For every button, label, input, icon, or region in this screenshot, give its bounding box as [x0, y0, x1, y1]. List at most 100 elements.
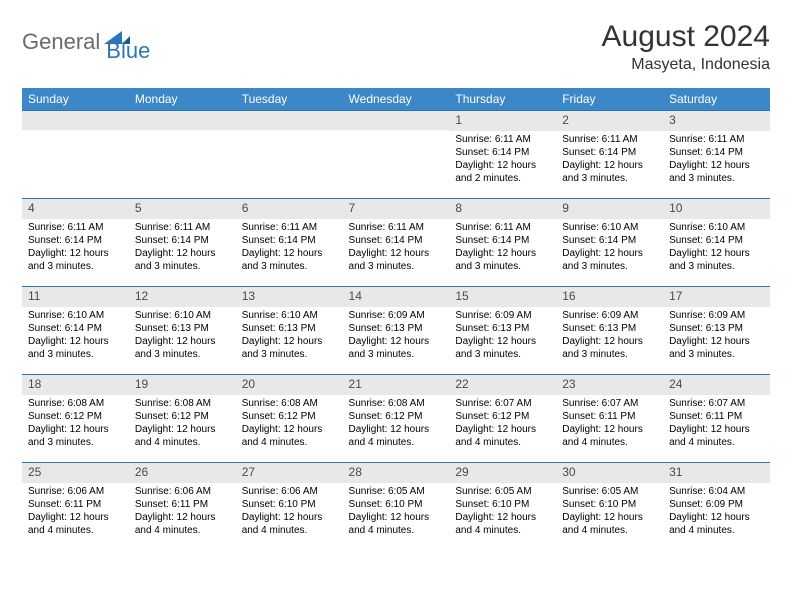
sunrise-text: Sunrise: 6:08 AM	[242, 397, 337, 410]
day-number: 6	[236, 199, 343, 219]
title-block: August 2024 Masyeta, Indonesia	[602, 20, 770, 74]
daylight-text: Daylight: 12 hours and 3 minutes.	[669, 335, 764, 361]
sunset-text: Sunset: 6:10 PM	[242, 498, 337, 511]
sunset-text: Sunset: 6:14 PM	[562, 234, 657, 247]
day-body: Sunrise: 6:10 AMSunset: 6:13 PMDaylight:…	[129, 307, 236, 365]
daylight-text: Daylight: 12 hours and 3 minutes.	[135, 335, 230, 361]
daylight-text: Daylight: 12 hours and 3 minutes.	[242, 247, 337, 273]
day-body: Sunrise: 6:07 AMSunset: 6:11 PMDaylight:…	[556, 395, 663, 453]
calendar-day-cell: 5Sunrise: 6:11 AMSunset: 6:14 PMDaylight…	[129, 199, 236, 287]
calendar-week-row: 18Sunrise: 6:08 AMSunset: 6:12 PMDayligh…	[22, 375, 770, 463]
sunrise-text: Sunrise: 6:09 AM	[562, 309, 657, 322]
calendar-day-cell: 31Sunrise: 6:04 AMSunset: 6:09 PMDayligh…	[663, 463, 770, 551]
daylight-text: Daylight: 12 hours and 3 minutes.	[242, 335, 337, 361]
sunset-text: Sunset: 6:14 PM	[562, 146, 657, 159]
daylight-text: Daylight: 12 hours and 4 minutes.	[562, 423, 657, 449]
sunrise-text: Sunrise: 6:11 AM	[455, 221, 550, 234]
day-body: Sunrise: 6:05 AMSunset: 6:10 PMDaylight:…	[449, 483, 556, 541]
daylight-text: Daylight: 12 hours and 4 minutes.	[242, 423, 337, 449]
sunset-text: Sunset: 6:14 PM	[28, 234, 123, 247]
day-number: 10	[663, 199, 770, 219]
sunrise-text: Sunrise: 6:07 AM	[455, 397, 550, 410]
day-body: Sunrise: 6:07 AMSunset: 6:11 PMDaylight:…	[663, 395, 770, 453]
sunrise-text: Sunrise: 6:07 AM	[562, 397, 657, 410]
calendar-day-cell: 14Sunrise: 6:09 AMSunset: 6:13 PMDayligh…	[343, 287, 450, 375]
day-number: 13	[236, 287, 343, 307]
calendar-day-cell: 11Sunrise: 6:10 AMSunset: 6:14 PMDayligh…	[22, 287, 129, 375]
sunset-text: Sunset: 6:14 PM	[669, 234, 764, 247]
daylight-text: Daylight: 12 hours and 4 minutes.	[349, 511, 444, 537]
day-body: Sunrise: 6:11 AMSunset: 6:14 PMDaylight:…	[22, 219, 129, 277]
daylight-text: Daylight: 12 hours and 3 minutes.	[562, 159, 657, 185]
calendar-day-cell: 10Sunrise: 6:10 AMSunset: 6:14 PMDayligh…	[663, 199, 770, 287]
sunrise-text: Sunrise: 6:10 AM	[28, 309, 123, 322]
day-number: 12	[129, 287, 236, 307]
calendar-day-cell: 9Sunrise: 6:10 AMSunset: 6:14 PMDaylight…	[556, 199, 663, 287]
calendar-day-cell: 13Sunrise: 6:10 AMSunset: 6:13 PMDayligh…	[236, 287, 343, 375]
day-number: 15	[449, 287, 556, 307]
day-body: Sunrise: 6:09 AMSunset: 6:13 PMDaylight:…	[663, 307, 770, 365]
sunrise-text: Sunrise: 6:11 AM	[349, 221, 444, 234]
sunset-text: Sunset: 6:14 PM	[455, 146, 550, 159]
sunset-text: Sunset: 6:12 PM	[349, 410, 444, 423]
day-body: Sunrise: 6:06 AMSunset: 6:11 PMDaylight:…	[22, 483, 129, 541]
sunset-text: Sunset: 6:13 PM	[455, 322, 550, 335]
day-number: 14	[343, 287, 450, 307]
calendar-week-row: 11Sunrise: 6:10 AMSunset: 6:14 PMDayligh…	[22, 287, 770, 375]
calendar-day-cell	[129, 111, 236, 199]
daylight-text: Daylight: 12 hours and 3 minutes.	[562, 247, 657, 273]
calendar-day-cell: 19Sunrise: 6:08 AMSunset: 6:12 PMDayligh…	[129, 375, 236, 463]
daylight-text: Daylight: 12 hours and 3 minutes.	[349, 335, 444, 361]
calendar-day-cell: 3Sunrise: 6:11 AMSunset: 6:14 PMDaylight…	[663, 111, 770, 199]
sunrise-text: Sunrise: 6:05 AM	[349, 485, 444, 498]
sunset-text: Sunset: 6:12 PM	[242, 410, 337, 423]
calendar-day-cell	[236, 111, 343, 199]
sunrise-text: Sunrise: 6:11 AM	[28, 221, 123, 234]
day-body: Sunrise: 6:09 AMSunset: 6:13 PMDaylight:…	[343, 307, 450, 365]
calendar-day-cell: 6Sunrise: 6:11 AMSunset: 6:14 PMDaylight…	[236, 199, 343, 287]
sunset-text: Sunset: 6:14 PM	[455, 234, 550, 247]
day-body: Sunrise: 6:11 AMSunset: 6:14 PMDaylight:…	[129, 219, 236, 277]
day-number: 18	[22, 375, 129, 395]
sunrise-text: Sunrise: 6:09 AM	[455, 309, 550, 322]
weekday-header: Saturday	[663, 88, 770, 111]
daylight-text: Daylight: 12 hours and 4 minutes.	[562, 511, 657, 537]
sunrise-text: Sunrise: 6:08 AM	[28, 397, 123, 410]
day-body: Sunrise: 6:11 AMSunset: 6:14 PMDaylight:…	[236, 219, 343, 277]
day-body: Sunrise: 6:11 AMSunset: 6:14 PMDaylight:…	[449, 131, 556, 189]
weekday-header: Tuesday	[236, 88, 343, 111]
logo-text-general: General	[22, 29, 100, 55]
sunrise-text: Sunrise: 6:11 AM	[562, 133, 657, 146]
day-number: 28	[343, 463, 450, 483]
logo: General Blue	[22, 20, 150, 64]
daylight-text: Daylight: 12 hours and 3 minutes.	[349, 247, 444, 273]
sunset-text: Sunset: 6:10 PM	[562, 498, 657, 511]
day-body: Sunrise: 6:09 AMSunset: 6:13 PMDaylight:…	[449, 307, 556, 365]
sunrise-text: Sunrise: 6:09 AM	[349, 309, 444, 322]
calendar-day-cell: 20Sunrise: 6:08 AMSunset: 6:12 PMDayligh…	[236, 375, 343, 463]
sunrise-text: Sunrise: 6:09 AM	[669, 309, 764, 322]
daylight-text: Daylight: 12 hours and 3 minutes.	[455, 247, 550, 273]
calendar-day-cell: 22Sunrise: 6:07 AMSunset: 6:12 PMDayligh…	[449, 375, 556, 463]
sunset-text: Sunset: 6:12 PM	[135, 410, 230, 423]
calendar-day-cell: 23Sunrise: 6:07 AMSunset: 6:11 PMDayligh…	[556, 375, 663, 463]
day-body: Sunrise: 6:04 AMSunset: 6:09 PMDaylight:…	[663, 483, 770, 541]
calendar-week-row: 4Sunrise: 6:11 AMSunset: 6:14 PMDaylight…	[22, 199, 770, 287]
weekday-header: Thursday	[449, 88, 556, 111]
calendar-day-cell: 1Sunrise: 6:11 AMSunset: 6:14 PMDaylight…	[449, 111, 556, 199]
day-number: 7	[343, 199, 450, 219]
calendar-day-cell: 28Sunrise: 6:05 AMSunset: 6:10 PMDayligh…	[343, 463, 450, 551]
sunrise-text: Sunrise: 6:10 AM	[562, 221, 657, 234]
calendar-day-cell: 16Sunrise: 6:09 AMSunset: 6:13 PMDayligh…	[556, 287, 663, 375]
calendar-day-cell	[343, 111, 450, 199]
day-body: Sunrise: 6:09 AMSunset: 6:13 PMDaylight:…	[556, 307, 663, 365]
day-body: Sunrise: 6:06 AMSunset: 6:11 PMDaylight:…	[129, 483, 236, 541]
day-number: 22	[449, 375, 556, 395]
day-number: 2	[556, 111, 663, 131]
sunset-text: Sunset: 6:14 PM	[28, 322, 123, 335]
daylight-text: Daylight: 12 hours and 4 minutes.	[669, 511, 764, 537]
weekday-header-row: SundayMondayTuesdayWednesdayThursdayFrid…	[22, 88, 770, 111]
daylight-text: Daylight: 12 hours and 3 minutes.	[669, 247, 764, 273]
sunrise-text: Sunrise: 6:11 AM	[669, 133, 764, 146]
sunset-text: Sunset: 6:11 PM	[28, 498, 123, 511]
